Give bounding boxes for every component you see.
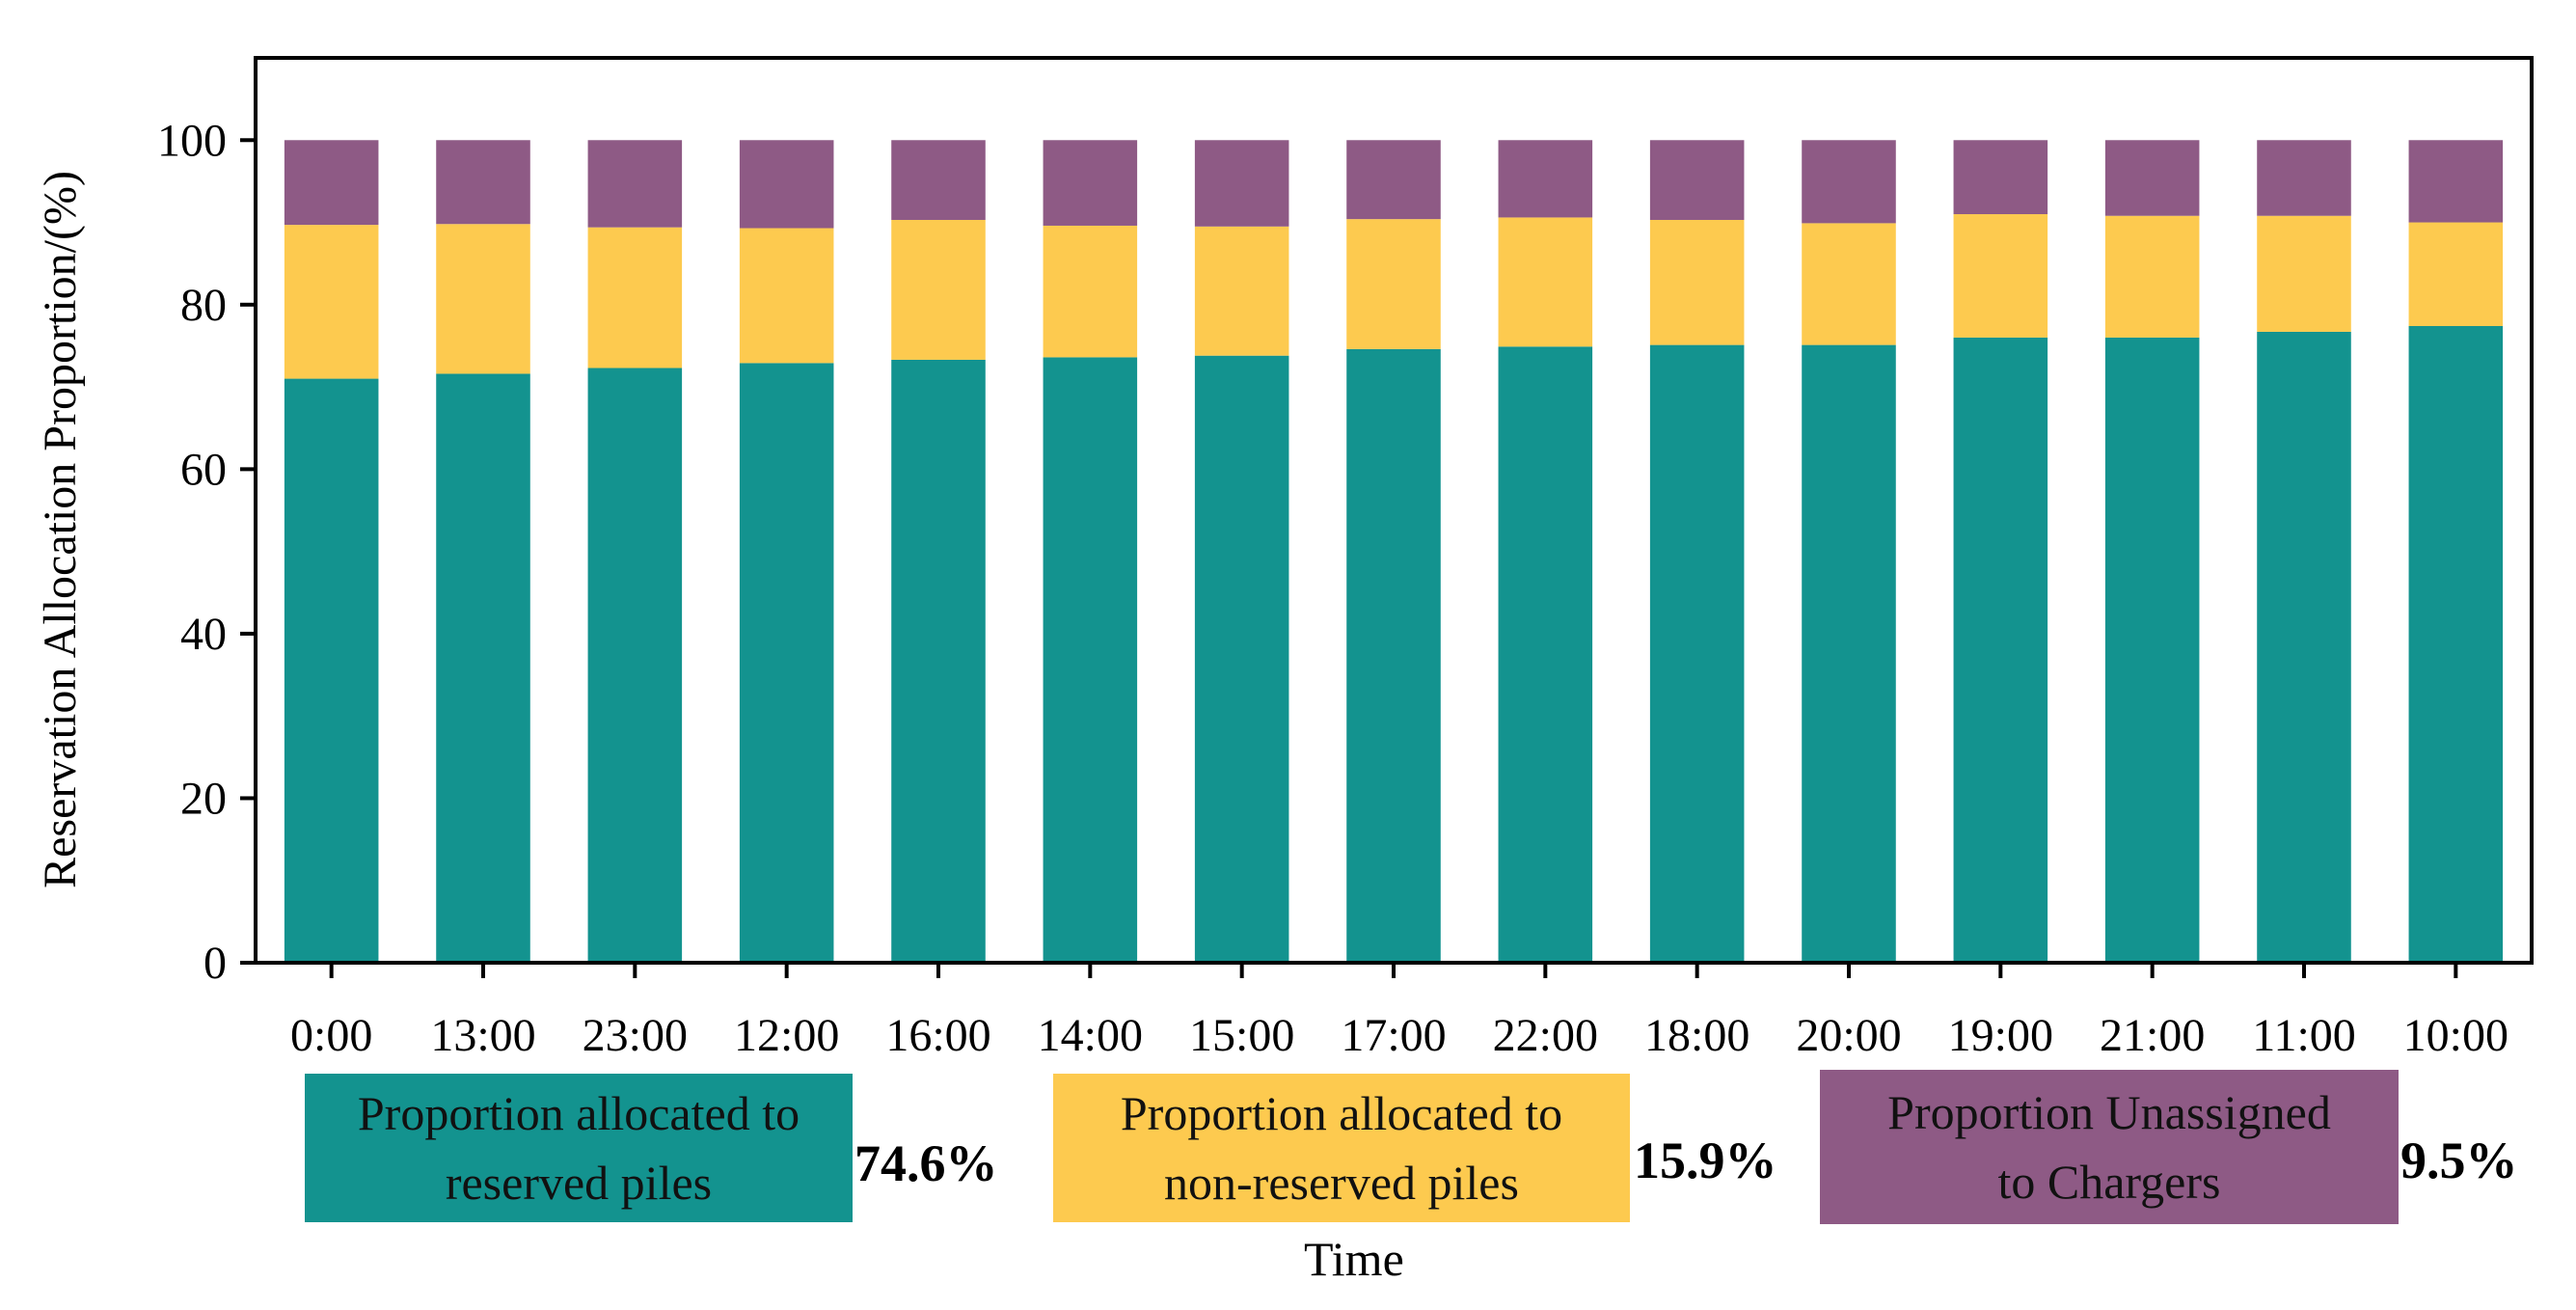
x-tick-label: 17:00 [1341,1010,1446,1061]
bar-segment-15:00-series2 [1194,140,1289,227]
bar-segment-22:00-series1 [1498,217,1593,347]
bar-segment-22:00-series0 [1498,346,1593,964]
bar-segment-11:00-series0 [2257,331,2351,963]
x-tick-label: 14:00 [1038,1010,1143,1061]
bar-segment-17:00-series1 [1346,219,1441,349]
x-tick-label: 15:00 [1189,1010,1294,1061]
x-tick-label: 21:00 [2100,1010,2205,1061]
legend-label-line1: Proportion allocated to [357,1085,800,1140]
bar-segment-16:00-series2 [891,140,986,220]
y-tick-label: 0 [203,938,227,989]
x-tick-label: 16:00 [885,1010,990,1061]
bar-segment-11:00-series1 [2257,215,2351,332]
x-tick-label: 12:00 [734,1010,839,1061]
bar-segment-12:00-series0 [739,363,834,963]
bar-segment-16:00-series0 [891,359,986,963]
bar-segment-19:00-series0 [1953,337,2048,964]
legend-label-line2: to Chargers [1997,1155,2221,1209]
bar-segment-0:00-series2 [284,140,379,226]
bar-segment-18:00-series0 [1649,344,1745,963]
bar-segment-17:00-series0 [1346,348,1441,963]
bar-segment-20:00-series2 [1802,140,1896,224]
bar-segment-15:00-series0 [1194,355,1289,964]
bar-segment-21:00-series2 [2104,140,2200,216]
x-axis-label: Time [1304,1232,1404,1286]
bar-segment-21:00-series1 [2104,215,2200,338]
bar-segment-0:00-series1 [284,225,379,379]
bar-segment-16:00-series1 [891,219,986,360]
x-axis: 0:00 13:00 23:00 12:00 16:00 14:00 15:00 17:00 2… [290,963,2508,1061]
legend-item-non-reserved-piles: Proportion allocated to non-reserved pil… [1053,1074,1630,1222]
plot-frame [254,56,2534,965]
bar-segment-17:00-series2 [1346,140,1441,220]
bar-segment-20:00-series1 [1802,223,1896,345]
y-tick-label: 100 [157,115,227,166]
bar-segment-23:00-series0 [587,368,683,964]
legend-label-line1: Proportion allocated to [1120,1085,1563,1140]
bar-segment-10:00-series0 [2408,325,2504,963]
bar-segment-22:00-series2 [1498,140,1593,218]
x-tick-label: 22:00 [1493,1010,1598,1061]
x-tick-label: 11:00 [2252,1010,2356,1061]
bar-segment-14:00-series0 [1043,357,1138,964]
bar-segment-23:00-series1 [587,227,683,368]
legend-item-reserved-piles: Proportion allocated to reserved piles [305,1074,853,1222]
bar-segment-0:00-series0 [284,378,379,964]
legend-item-unassigned: Proportion Unassigned to Chargers [1820,1070,2399,1224]
bar-segment-21:00-series0 [2104,337,2200,964]
bar-segment-20:00-series0 [1802,344,1896,963]
bar-segment-15:00-series1 [1194,226,1289,356]
y-axis-label: Reservation Allocation Proportion/(%) [35,171,86,888]
legend-label-line2: non-reserved piles [1164,1156,1519,1210]
x-tick-label: 18:00 [1644,1010,1749,1061]
bar-segment-12:00-series1 [739,228,834,364]
bar-segment-13:00-series0 [436,373,530,963]
bar-segment-19:00-series1 [1953,214,2048,338]
legend-percent-non-reserved: 15.9% [1634,1132,1777,1189]
bar-segment-18:00-series2 [1649,140,1745,220]
x-tick-label: 10:00 [2403,1010,2508,1061]
y-tick-label: 80 [180,280,227,331]
bar-segment-18:00-series1 [1649,219,1745,345]
bar-segment-11:00-series2 [2257,140,2351,216]
bar-segment-13:00-series1 [436,224,530,374]
bar-segment-10:00-series1 [2408,222,2504,326]
bar-segment-10:00-series2 [2408,140,2504,223]
legend-percent-unassigned: 9.5% [2400,1132,2518,1189]
bar-segment-12:00-series2 [739,140,834,229]
bars-layer [284,140,2504,964]
y-axis: 0 20 40 60 80 100 [157,115,256,989]
legend-label-line2: reserved piles [445,1156,713,1210]
x-tick-label: 19:00 [1948,1010,2053,1061]
y-tick-label: 60 [180,444,227,495]
x-tick-label: 0:00 [290,1010,372,1061]
bar-segment-13:00-series2 [436,140,530,225]
legend-label-line1: Proportion Unassigned [1887,1084,2331,1139]
x-tick-label: 20:00 [1796,1010,1901,1061]
x-tick-label: 23:00 [583,1010,688,1061]
bar-segment-19:00-series2 [1953,140,2048,215]
y-tick-label: 20 [180,773,227,824]
bar-segment-14:00-series1 [1043,225,1138,358]
y-tick-label: 40 [180,609,227,660]
x-tick-label: 13:00 [430,1010,535,1061]
bar-segment-14:00-series2 [1043,140,1138,226]
bar-segment-23:00-series2 [587,140,683,228]
legend-percent-reserved: 74.6% [854,1134,998,1192]
